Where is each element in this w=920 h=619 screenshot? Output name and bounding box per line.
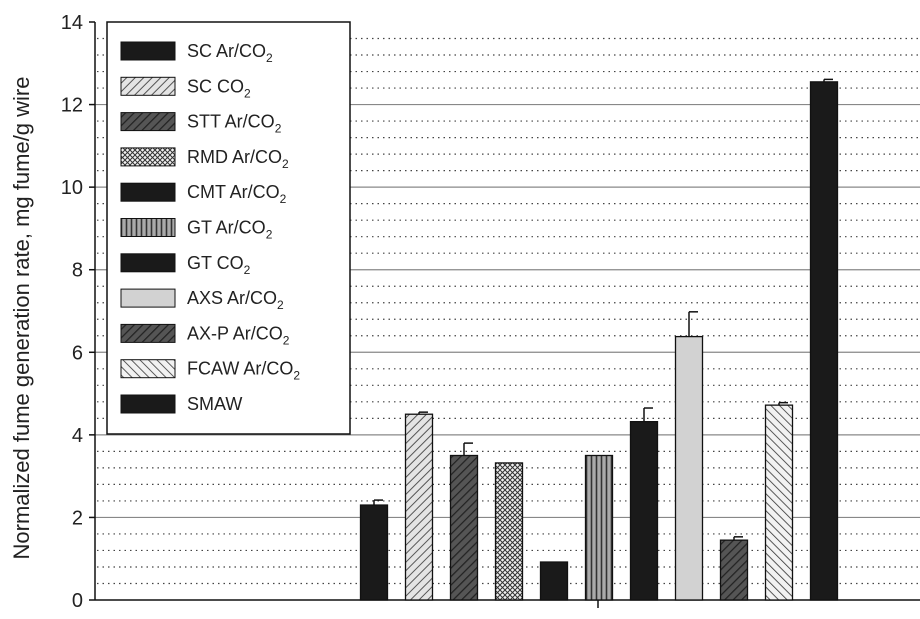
legend-swatch — [120, 323, 176, 343]
legend-label: STT Ar/CO2 — [187, 112, 282, 136]
bar — [809, 81, 839, 601]
bar — [539, 561, 569, 601]
bar — [494, 462, 524, 601]
legend-swatch — [120, 76, 176, 96]
y-tick-label: 12 — [61, 95, 83, 117]
legend-swatch — [120, 147, 176, 167]
legend: SC Ar/CO2 SC CO2 STT Ar/CO2 RMD Ar/CO2 CMT A… — [106, 21, 351, 435]
bar — [584, 454, 614, 601]
legend-swatch — [120, 359, 176, 379]
legend-swatch — [120, 253, 176, 273]
bar — [719, 539, 749, 601]
bar — [764, 404, 794, 601]
y-tick-label: 4 — [72, 425, 83, 447]
legend-swatch — [120, 288, 176, 308]
y-tick-label: 0 — [72, 590, 83, 612]
y-axis-label: Normalized fume generation rate, mg fume… — [9, 77, 34, 560]
legend-label: FCAW Ar/CO2 — [187, 359, 300, 383]
y-tick-label: 10 — [61, 177, 83, 199]
y-tick-label: 8 — [72, 260, 83, 282]
bar — [359, 504, 389, 601]
legend-label: GT CO2 — [187, 253, 251, 277]
legend-swatch — [120, 112, 176, 132]
legend-label: SMAW — [187, 394, 242, 414]
legend-label: AX-P Ar/CO2 — [187, 323, 290, 347]
bar — [629, 420, 659, 601]
bars — [359, 78, 839, 601]
legend-swatch — [120, 182, 176, 202]
legend-label: AXS Ar/CO2 — [187, 288, 284, 312]
y-tick-labels: 0 2 4 6 8 10 12 14 — [61, 12, 83, 612]
legend-label: GT Ar/CO2 — [187, 218, 273, 242]
legend-label: CMT Ar/CO2 — [187, 182, 287, 206]
legend-label: SC CO2 — [187, 76, 251, 100]
bar — [449, 454, 479, 601]
legend-label: SC Ar/CO2 — [187, 41, 273, 65]
legend-swatch — [120, 41, 176, 61]
bar — [674, 335, 704, 601]
legend-swatch — [120, 394, 176, 414]
y-tick-label: 14 — [61, 12, 83, 34]
legend-swatch — [120, 218, 176, 237]
bar — [404, 413, 434, 601]
y-tick-label: 2 — [72, 507, 83, 529]
y-tick-label: 6 — [72, 342, 83, 364]
legend-label: RMD Ar/CO2 — [187, 147, 289, 171]
